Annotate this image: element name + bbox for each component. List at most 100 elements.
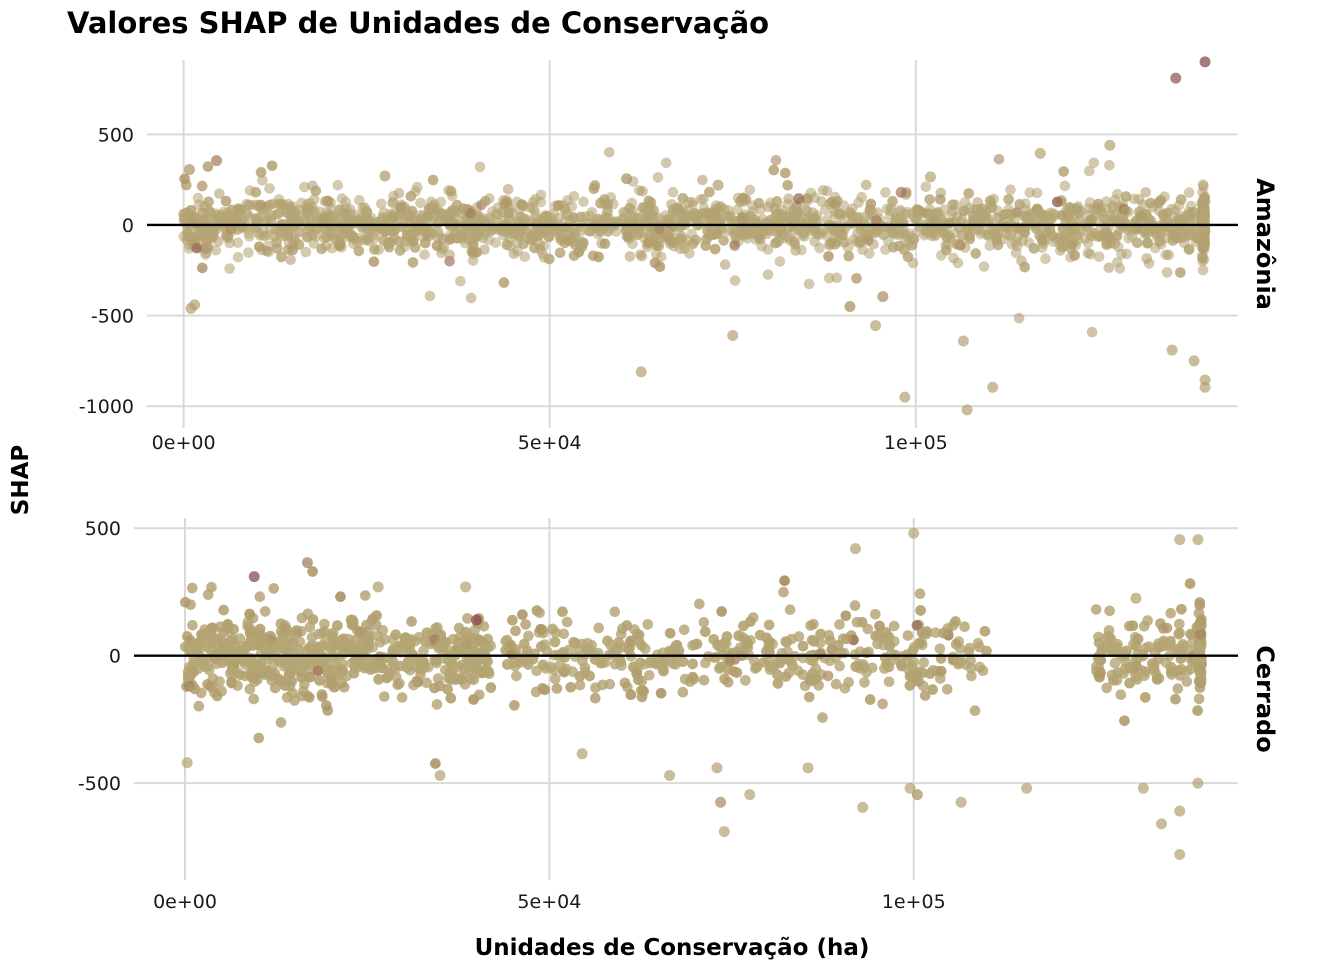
data-point	[472, 247, 483, 258]
data-point	[1176, 194, 1187, 205]
data-point	[754, 198, 765, 209]
data-point	[789, 237, 800, 248]
data-point	[578, 238, 589, 249]
data-point	[1198, 196, 1209, 207]
data-point	[402, 231, 413, 242]
data-point	[267, 161, 278, 172]
data-point	[604, 147, 615, 158]
data-point	[830, 239, 841, 250]
data-point	[311, 186, 322, 197]
data-point	[199, 214, 210, 225]
data-point	[243, 247, 254, 258]
data-point	[445, 234, 456, 245]
data-point	[697, 175, 708, 186]
data-point	[769, 165, 780, 176]
data-point	[959, 621, 970, 632]
data-point	[985, 196, 996, 207]
outlier-point	[958, 335, 969, 346]
y-axis-title: SHAP	[8, 445, 34, 515]
data-point	[750, 226, 761, 237]
outlier-point	[844, 301, 855, 312]
data-point	[536, 197, 547, 208]
data-point	[519, 251, 530, 262]
data-point	[276, 252, 287, 263]
data-point	[963, 188, 974, 199]
data-point	[276, 717, 287, 728]
data-point	[434, 229, 445, 240]
data-point	[1121, 206, 1132, 217]
data-point	[203, 242, 214, 253]
data-point	[979, 261, 990, 272]
data-point	[510, 626, 521, 637]
data-point	[771, 155, 782, 166]
data-point	[993, 240, 1004, 251]
data-point	[818, 185, 829, 196]
data-point	[1035, 209, 1046, 220]
data-point	[770, 238, 781, 249]
data-point	[432, 218, 443, 229]
data-point	[694, 599, 705, 610]
data-point	[569, 191, 580, 202]
data-point	[410, 242, 421, 253]
data-point	[452, 200, 463, 211]
data-point	[383, 239, 394, 250]
data-point	[530, 206, 541, 217]
data-point	[887, 196, 898, 207]
data-point	[379, 691, 390, 702]
data-point	[679, 625, 690, 636]
data-point	[888, 228, 899, 239]
data-point	[817, 712, 828, 723]
data-point	[260, 606, 271, 617]
data-point	[599, 194, 610, 205]
data-point	[823, 251, 834, 262]
data-point	[1172, 233, 1183, 244]
data-point	[1145, 198, 1156, 209]
data-point	[203, 197, 214, 208]
data-point	[668, 204, 679, 215]
data-point	[764, 620, 775, 631]
data-point	[544, 232, 555, 243]
outlier-point	[211, 155, 222, 166]
data-point	[870, 609, 881, 620]
data-point	[1112, 230, 1123, 241]
data-point	[182, 631, 193, 642]
data-point	[227, 222, 238, 233]
data-point	[183, 228, 194, 239]
data-point	[942, 684, 953, 695]
data-point	[1023, 237, 1034, 248]
data-point	[214, 676, 225, 687]
data-point	[520, 214, 531, 225]
data-point	[593, 623, 604, 634]
x-tick-label: 0e+00	[153, 891, 217, 913]
data-point	[1032, 188, 1043, 199]
data-point	[894, 241, 905, 252]
data-point	[661, 158, 672, 169]
data-point	[369, 256, 380, 267]
facet-strip-label: Amazônia	[1251, 178, 1279, 310]
data-point	[856, 222, 867, 233]
data-point	[233, 237, 244, 248]
point-cloud	[180, 528, 1207, 860]
data-point	[775, 256, 786, 267]
data-point	[1014, 313, 1025, 324]
data-point	[1101, 227, 1112, 238]
data-point	[283, 226, 294, 237]
data-point	[406, 191, 417, 202]
data-point	[462, 613, 473, 624]
data-point	[624, 231, 635, 242]
data-point	[251, 213, 262, 224]
data-point	[687, 197, 698, 208]
data-point	[1037, 235, 1048, 246]
outlier-point	[379, 171, 390, 182]
data-point	[647, 210, 658, 221]
data-point	[1154, 642, 1165, 653]
data-point	[475, 162, 486, 173]
data-point	[294, 227, 305, 238]
data-point	[990, 229, 1001, 240]
data-point	[209, 687, 220, 698]
y-tick-label: 0	[122, 215, 134, 237]
data-point	[666, 236, 677, 247]
data-point	[808, 619, 819, 630]
data-point	[1060, 181, 1071, 192]
data-point	[518, 239, 529, 250]
